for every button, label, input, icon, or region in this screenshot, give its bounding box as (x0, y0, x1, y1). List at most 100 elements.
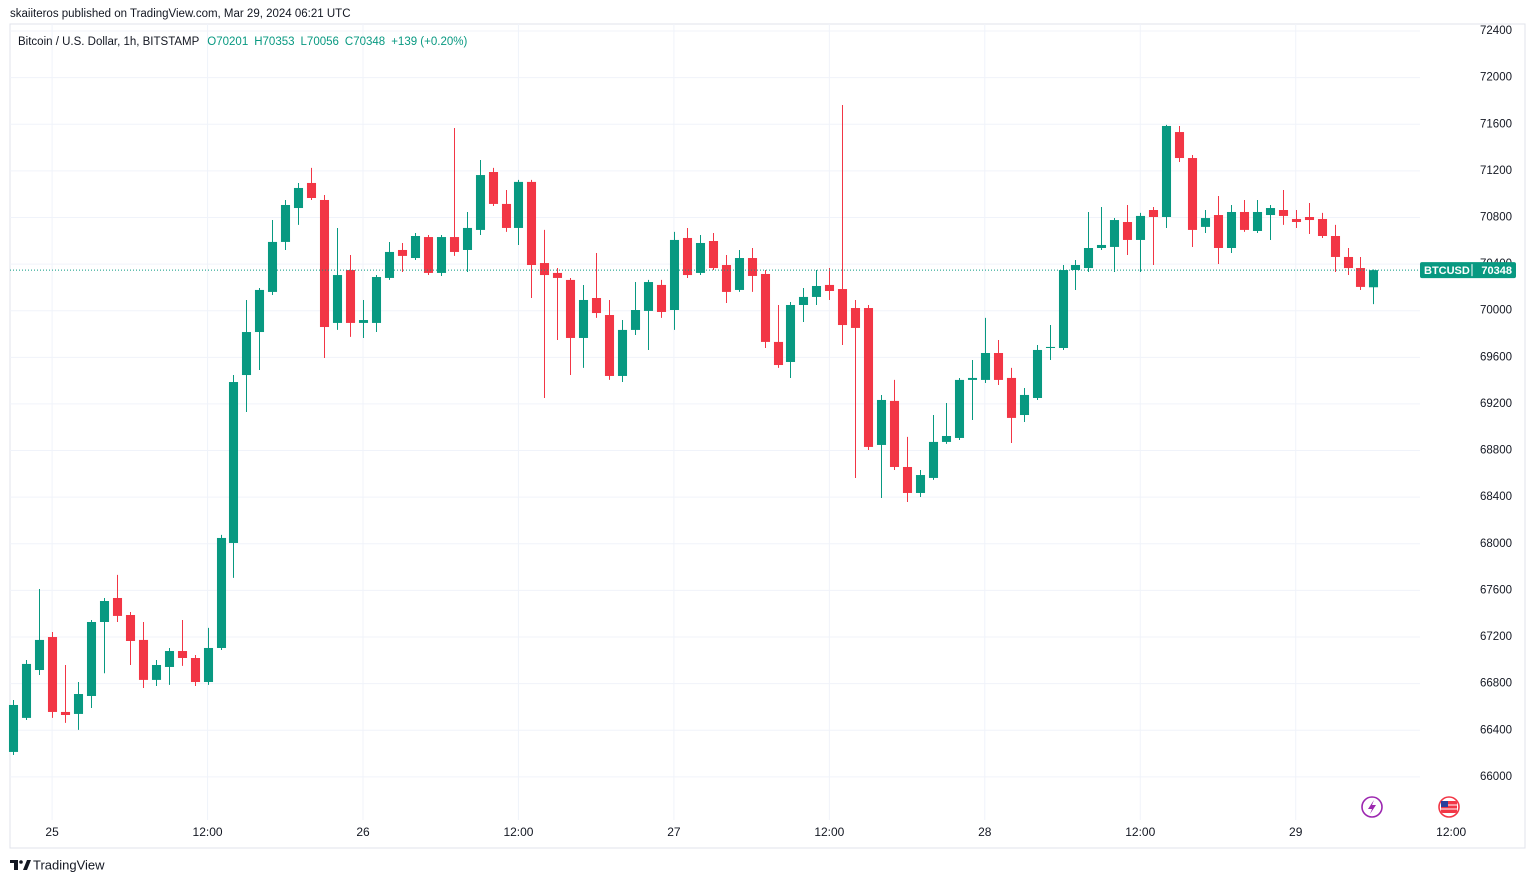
y-tick-label: 67600 (1480, 584, 1512, 596)
brand-logo-dot (19, 860, 23, 864)
candle-body (1239, 211, 1250, 230)
candle-body (34, 639, 45, 671)
x-tick-label: 12:00 (814, 825, 844, 839)
candle-body (475, 175, 486, 230)
candle-body (21, 663, 32, 718)
candle-body (1070, 265, 1081, 271)
candle-body (785, 304, 796, 362)
y-tick-label: 68800 (1480, 445, 1512, 457)
candle-body (928, 441, 939, 478)
candle-body (488, 172, 499, 204)
x-tick-label: 25 (45, 825, 59, 839)
candle-body (384, 251, 395, 278)
candle-body (1045, 346, 1056, 348)
candle-body (708, 241, 719, 269)
x-tick-label: 29 (1289, 825, 1303, 839)
y-tick-label: 69600 (1480, 351, 1512, 363)
candle-body (280, 204, 291, 242)
candle-body (967, 377, 978, 380)
candle-body (902, 466, 913, 493)
legend: Bitcoin / U.S. Dollar, 1h, BITSTAMP O7020… (18, 36, 467, 48)
candle-body (345, 270, 356, 323)
candle-body (462, 227, 473, 250)
candle-body (695, 242, 706, 273)
candle-body (604, 315, 615, 376)
candle-body (889, 400, 900, 467)
candle-body (86, 621, 97, 696)
candle-body (267, 241, 278, 292)
candle-body (1161, 125, 1172, 217)
y-tick-label: 70000 (1480, 305, 1512, 317)
candle-body (177, 651, 188, 659)
candle-body (436, 237, 447, 273)
candle-body (1304, 216, 1315, 221)
y-tick-label: 66000 (1480, 771, 1512, 783)
candle-body (371, 277, 382, 323)
candle-body (578, 299, 589, 338)
candle-body (125, 614, 136, 641)
brand-logo-slash (23, 860, 31, 870)
price-label-bg (1420, 262, 1516, 279)
candle-body (1187, 158, 1198, 230)
candle-body (721, 265, 732, 292)
candle-body (760, 273, 771, 342)
candle-body (410, 235, 421, 259)
brand: TradingView (10, 857, 105, 872)
brand-name: TradingView (33, 857, 105, 872)
legend-value: C70348 (345, 36, 385, 48)
candles (8, 104, 1379, 755)
candle-body (656, 284, 667, 312)
candle-body (319, 199, 330, 328)
candle-body (837, 289, 848, 326)
candle-body (980, 353, 991, 380)
candle-body (112, 597, 123, 616)
candle-body (397, 249, 408, 256)
candle-body (1317, 218, 1328, 236)
y-tick-label: 68400 (1480, 491, 1512, 503)
chart-frame (9, 23, 1526, 849)
candle-body (358, 320, 369, 323)
candle-body (682, 237, 693, 276)
y-tick-label: 68000 (1480, 538, 1512, 550)
x-tick-label: 28 (978, 825, 992, 839)
candle-body (293, 187, 304, 209)
legend-value: +139 (+0.20%) (391, 36, 467, 48)
candle-body (1355, 268, 1366, 287)
candle-body (850, 308, 861, 328)
candle-body (1278, 210, 1289, 216)
x-tick-label: 12:00 (1125, 825, 1155, 839)
candle-body (591, 297, 602, 314)
candle-body (1343, 256, 1354, 269)
candle-body (1265, 208, 1276, 216)
candle-body (1213, 215, 1224, 248)
candle-body (773, 341, 784, 366)
candle-body (747, 258, 758, 276)
candle-body (99, 601, 110, 622)
y-tick-label: 69200 (1480, 398, 1512, 410)
y-tick-label: 66800 (1480, 678, 1512, 690)
candle-body (630, 310, 641, 330)
candle-body (915, 475, 926, 493)
overlay: BTCUSD 70348 Bitcoin / U.S. Dollar, 1h, BI… (10, 36, 1516, 279)
candle-body (203, 647, 214, 683)
candle-body (1109, 220, 1120, 247)
legend-symbol: Bitcoin / U.S. Dollar, 1h, BITSTAMP (18, 36, 200, 48)
x-tick-label: 27 (667, 825, 681, 839)
legend-value: H70353 (254, 36, 294, 48)
candle-body (993, 353, 1004, 380)
legend-value: O70201 (207, 36, 248, 48)
lightning-glyph (1368, 800, 1376, 814)
candle-body (617, 329, 628, 376)
x-tick-label: 12:00 (193, 825, 223, 839)
candle-body (824, 284, 835, 292)
candle-body (643, 282, 654, 311)
bottom-icons (1361, 796, 1460, 818)
published-note: skaiiteros published on TradingView.com,… (10, 8, 351, 20)
candle-body (501, 203, 512, 228)
y-tick-label: 67200 (1480, 631, 1512, 643)
candle-body (254, 289, 265, 333)
candle-body (1291, 218, 1302, 223)
candle-body (734, 258, 745, 290)
